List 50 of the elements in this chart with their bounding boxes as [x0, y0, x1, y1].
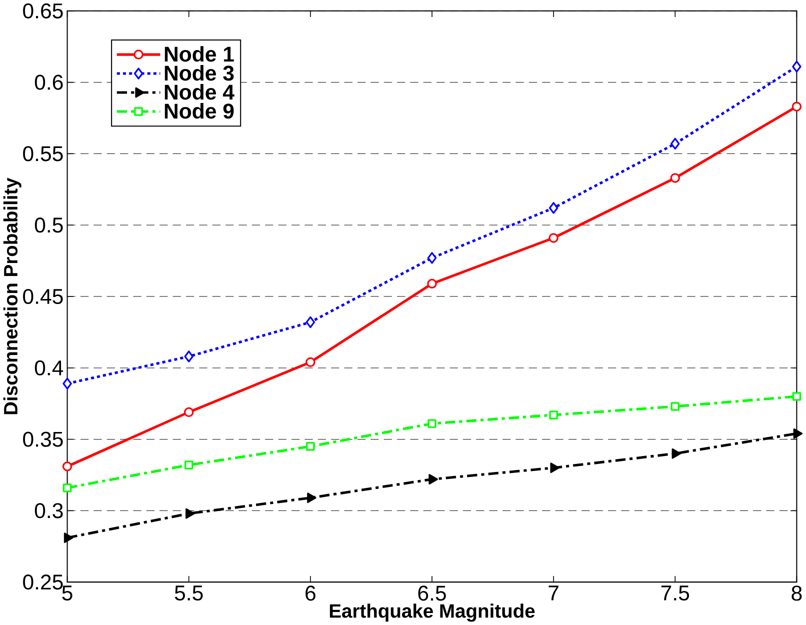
point — [427, 252, 437, 264]
y-tick-label: 0.65 — [23, 3, 63, 18]
legend-label: Node 3 — [164, 65, 234, 81]
point — [307, 492, 316, 503]
x-tick-label: 8 — [792, 586, 802, 601]
point — [306, 316, 316, 328]
point — [792, 60, 802, 72]
legend-label: Node 4 — [164, 84, 234, 100]
y-tick-label: 0.3 — [34, 503, 63, 518]
point — [793, 428, 803, 439]
point — [670, 138, 680, 150]
y-tick-label: 0.55 — [23, 146, 63, 162]
y-tick-label: 0.4 — [34, 360, 64, 376]
point — [428, 474, 438, 484]
x-axis-title: Earthquake Magnitude — [330, 604, 535, 622]
legend-label: Node 9 — [164, 103, 234, 119]
point — [670, 173, 680, 183]
y-tick-label: 0.6 — [34, 74, 63, 90]
x-tick-label: 6 — [306, 586, 316, 601]
point — [427, 278, 437, 288]
point — [64, 532, 74, 543]
x-tick-label: 6.5 — [418, 586, 446, 601]
point — [62, 462, 72, 472]
point — [306, 357, 316, 368]
y-tick-label: 0.25 — [23, 574, 63, 590]
point — [672, 448, 682, 459]
point — [548, 202, 558, 214]
point — [186, 508, 195, 519]
point — [184, 350, 194, 362]
point — [792, 392, 802, 401]
point — [306, 442, 315, 451]
y-tick-label: 0.45 — [23, 288, 63, 304]
x-tick-label: 5 — [62, 586, 72, 600]
y-tick-label: 0.35 — [23, 432, 63, 447]
y-axis-title: Disconnection Probability — [3, 178, 22, 414]
point — [62, 483, 72, 492]
x-tick-label: 7.5 — [661, 586, 690, 600]
point — [550, 462, 560, 474]
point — [62, 378, 72, 390]
point — [548, 233, 558, 243]
legend-label: Node 1 — [164, 46, 234, 62]
point — [792, 102, 802, 112]
y-tick-label: 0.5 — [34, 218, 63, 233]
point — [428, 419, 436, 428]
x-tick-label: 5.5 — [174, 586, 203, 600]
point — [549, 410, 558, 420]
point — [184, 460, 194, 470]
x-tick-label: 7 — [548, 586, 558, 600]
point — [184, 407, 194, 417]
point — [670, 402, 680, 411]
